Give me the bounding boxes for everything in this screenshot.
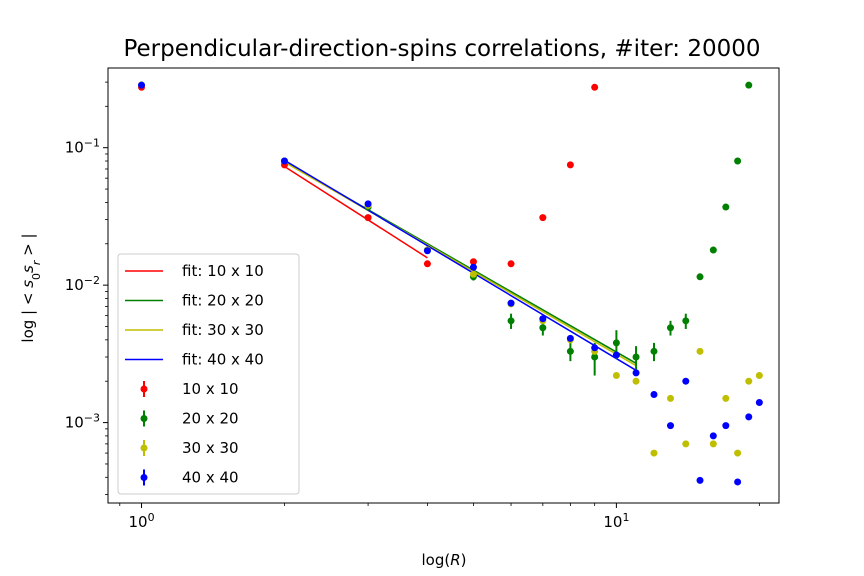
data-point-40x40 [507, 299, 515, 307]
data-point-20x20 [734, 157, 742, 165]
data-point-20x20 [696, 273, 704, 281]
data-point-40x40 [682, 377, 690, 385]
legend-box [117, 253, 300, 495]
data-point-20x20 [745, 81, 753, 89]
data-point-20x20 [566, 347, 574, 355]
legend-series-label: 20 x 20 [182, 410, 239, 428]
data-point-30x30 [632, 377, 640, 385]
data-point-40x40 [734, 478, 742, 486]
data-point-20x20 [632, 353, 640, 361]
data-point-20x20 [709, 246, 717, 254]
legend-fit-label: fit: 10 x 10 [182, 262, 264, 280]
data-point-30x30 [755, 372, 763, 380]
legend-fit-label: fit: 30 x 30 [182, 321, 264, 339]
data-point-20x20 [507, 317, 515, 325]
data-point-30x30 [612, 372, 620, 380]
data-point-10x10 [566, 161, 574, 169]
data-layer [138, 81, 763, 486]
data-point-40x40 [612, 351, 620, 359]
plot-area [138, 81, 763, 486]
data-point-40x40 [539, 315, 547, 323]
x-tick-label: 101 [603, 511, 629, 532]
data-point-10x10 [591, 83, 599, 91]
data-point-10x10 [539, 214, 547, 222]
data-point-30x30 [650, 449, 658, 457]
legend-series-label: 30 x 30 [182, 439, 239, 457]
data-point-30x30 [745, 377, 753, 385]
data-point-30x30 [734, 449, 742, 457]
data-point-30x30 [696, 347, 704, 355]
data-point-30x30 [709, 440, 717, 448]
data-point-40x40 [709, 432, 717, 440]
data-point-10x10 [507, 260, 515, 268]
legend: fit: 10 x 10 fit: 20 x 20 fit: 30 x 30 fit:… [117, 253, 300, 495]
data-point-20x20 [539, 324, 547, 332]
y-tick-label: 10−3 [65, 411, 100, 432]
y-axis-label: log | < s0sr > | [19, 233, 43, 342]
data-point-10x10 [423, 260, 431, 268]
data-point-40x40 [280, 157, 288, 165]
data-point-30x30 [682, 440, 690, 448]
series-10x10 [138, 83, 599, 268]
data-point-40x40 [696, 476, 704, 484]
data-point-10x10 [469, 258, 477, 266]
fit-line-40x40 [284, 159, 637, 371]
fit-line-10x10 [284, 165, 428, 259]
x-axis-label: log(R) [421, 551, 466, 569]
data-point-40x40 [632, 369, 640, 377]
y-tick-label: 10−1 [65, 136, 100, 157]
data-point-10x10 [364, 214, 372, 222]
data-point-40x40 [745, 413, 753, 421]
data-point-40x40 [138, 81, 146, 89]
data-point-40x40 [650, 391, 658, 399]
data-point-40x40 [722, 422, 730, 430]
chart-title: Perpendicular-direction-spins correlatio… [123, 36, 760, 62]
series-40x40 [138, 81, 763, 486]
legend-point-swatch [140, 385, 148, 393]
legend-point-swatch [140, 415, 148, 422]
legend-fit-label: fit: 20 x 20 [182, 292, 264, 310]
legend-point-swatch [140, 474, 148, 481]
data-point-20x20 [591, 353, 599, 361]
data-point-40x40 [667, 422, 675, 430]
x-tick-label: 100 [128, 511, 154, 532]
data-point-30x30 [667, 394, 675, 402]
legend-series-label: 10 x 10 [182, 380, 239, 398]
data-point-20x20 [612, 339, 620, 347]
data-point-20x20 [667, 324, 675, 332]
data-point-30x30 [469, 270, 477, 278]
data-point-40x40 [755, 399, 763, 407]
legend-fit-label: fit: 40 x 40 [182, 351, 264, 369]
data-point-40x40 [566, 334, 574, 342]
y-tick-label: 10−2 [65, 274, 100, 295]
legend-series-label: 40 x 40 [182, 469, 239, 487]
data-point-40x40 [423, 247, 431, 255]
data-point-30x30 [722, 394, 730, 402]
data-point-20x20 [682, 317, 690, 325]
data-point-40x40 [364, 200, 372, 208]
legend-point-swatch [140, 444, 148, 452]
data-point-20x20 [722, 203, 730, 211]
data-point-40x40 [591, 344, 599, 352]
data-point-20x20 [650, 347, 658, 355]
data-point-40x40 [469, 263, 477, 271]
ticks-layer: 100 101 10−3 10−2 10−1 [65, 81, 760, 532]
